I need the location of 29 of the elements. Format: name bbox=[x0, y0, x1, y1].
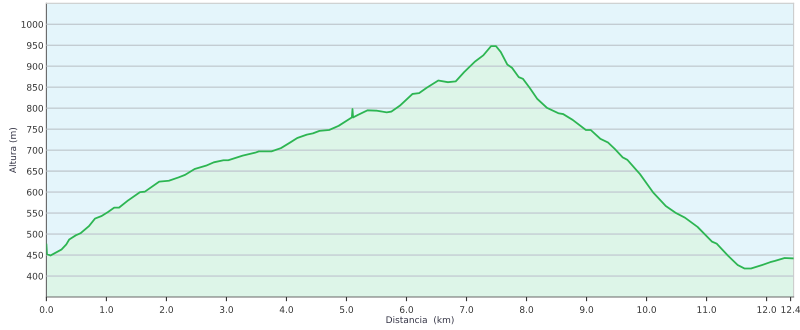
y-tick-label: 1000 bbox=[22, 21, 44, 28]
y-tick-label: 950 bbox=[26, 42, 44, 49]
y-tick-label: 700 bbox=[27, 146, 44, 154]
x-tick-label: 9.0 bbox=[580, 306, 594, 314]
y-axis-title: Altura (m) bbox=[9, 128, 18, 174]
x-tick-label: 1.0 bbox=[100, 306, 113, 314]
y-tick-label: 800 bbox=[27, 104, 44, 112]
y-tick-label: 550 bbox=[27, 210, 44, 217]
x-tick-label: 12.0 bbox=[758, 306, 776, 314]
y-tick-label: 600 bbox=[27, 188, 44, 196]
y-tick-label: 450 bbox=[26, 252, 44, 259]
y-tick-label: 650 bbox=[27, 168, 44, 175]
x-tick-label: 6.0 bbox=[400, 306, 414, 314]
x-tick-label: 7.0 bbox=[460, 306, 474, 314]
y-tick-label: 850 bbox=[27, 84, 44, 91]
x-axis-title: Distancia (km) bbox=[386, 316, 454, 324]
x-tick-label: 5.0 bbox=[340, 306, 354, 314]
y-tick-label: 750 bbox=[27, 126, 44, 133]
x-tick-label: 12.4 bbox=[782, 306, 800, 313]
x-tick-label: 2.0 bbox=[160, 306, 174, 314]
x-tick-label: 8.0 bbox=[520, 306, 534, 314]
y-tick-label: 900 bbox=[26, 62, 44, 70]
x-tick-label: 11.0 bbox=[698, 306, 716, 314]
x-tick-label: 10.0 bbox=[638, 306, 656, 314]
x-tick-label: 4.0 bbox=[280, 306, 294, 314]
y-tick-label: 400 bbox=[26, 272, 44, 280]
x-tick-label: 0.0 bbox=[40, 306, 53, 314]
y-tick-label: 500 bbox=[27, 230, 44, 238]
x-tick-label: 3.0 bbox=[220, 306, 234, 314]
